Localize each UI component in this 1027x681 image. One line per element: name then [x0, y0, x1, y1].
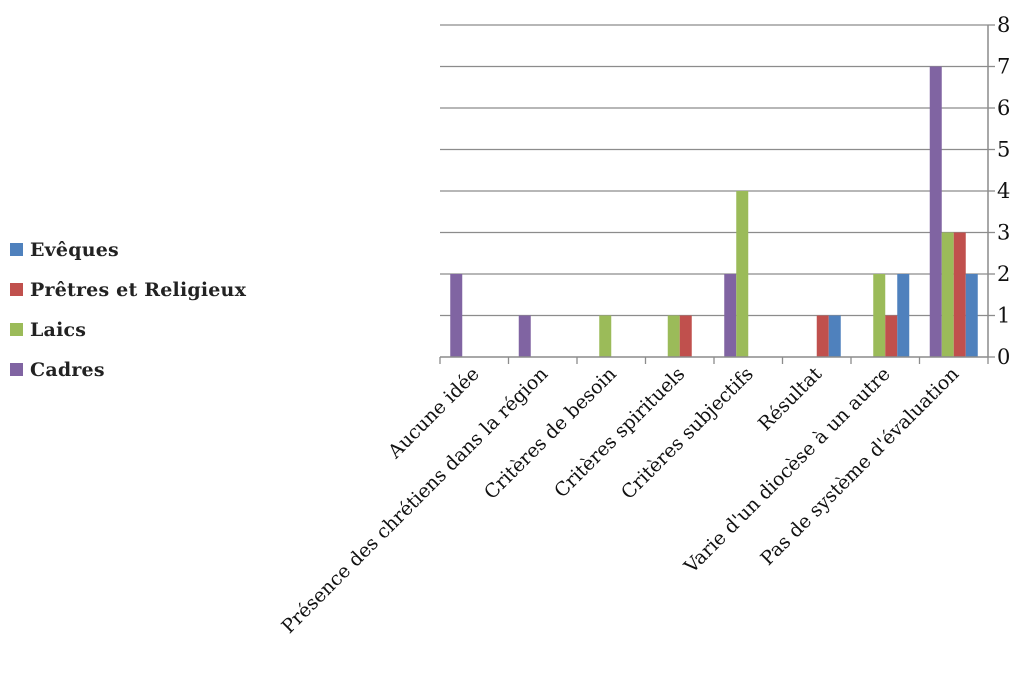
y-tick-label: 0 [997, 345, 1010, 369]
bar-laics-5 [736, 191, 749, 357]
legend-label: Evêques [30, 238, 119, 261]
legend-item: Evêques [10, 236, 246, 263]
legend-item: Prêtres et Religieux [10, 276, 246, 303]
legend-label: Laics [30, 318, 87, 341]
bar-cadres-8 [929, 66, 942, 357]
bar-cadres-2 [518, 315, 531, 357]
legend-item: Laics [10, 316, 246, 343]
bar-laics-4 [667, 315, 680, 357]
x-tick-label: Critères de besoin [480, 363, 621, 504]
x-tick-label: Résultat [754, 363, 827, 436]
legend: Evêques Prêtres et Religieux Laics Cadres [10, 236, 246, 396]
bars [450, 66, 978, 357]
y-tick-label: 7 [997, 55, 1010, 79]
y-tick-label: 4 [997, 179, 1010, 203]
x-tick-label: Critères subjectifs [617, 363, 758, 504]
bar-cadres-1 [450, 274, 463, 357]
legend-item: Cadres [10, 356, 246, 383]
y-tick-label: 2 [997, 262, 1010, 286]
legend-swatch [10, 323, 23, 336]
bar-pr-tres-et-religieux-8 [953, 232, 966, 357]
gridlines [440, 24, 988, 317]
y-tick-labels: 0 1 2 3 4 5 6 7 8 [997, 13, 1010, 369]
y-tick-label: 3 [997, 221, 1010, 245]
x-tick-label: Présence des chrétiens dans la région [277, 363, 552, 638]
bar-laics-7 [873, 274, 886, 357]
y-tick-label: 8 [997, 13, 1010, 37]
bar-pr-tres-et-religieux-4 [679, 315, 692, 357]
bar-pr-tres-et-religieux-7 [885, 315, 898, 357]
bar-cadres-5 [724, 274, 737, 357]
bar-ev-ques-6 [828, 315, 841, 357]
legend-label: Prêtres et Religieux [30, 278, 247, 301]
legend-swatch [10, 363, 23, 376]
bar-laics-3 [599, 315, 612, 357]
y-tick-label: 5 [997, 138, 1010, 162]
bar-laics-8 [941, 232, 954, 357]
y-tick-label: 6 [997, 96, 1010, 120]
bar-ev-ques-7 [897, 274, 910, 357]
x-tick-label: Critères spirituels [550, 363, 689, 502]
legend-swatch [10, 243, 23, 256]
y-tick-label: 1 [997, 304, 1010, 328]
legend-label: Cadres [30, 358, 105, 381]
bar-ev-ques-8 [965, 274, 978, 357]
legend-swatch [10, 283, 23, 296]
axes [439, 24, 995, 364]
bar-pr-tres-et-religieux-6 [816, 315, 829, 357]
